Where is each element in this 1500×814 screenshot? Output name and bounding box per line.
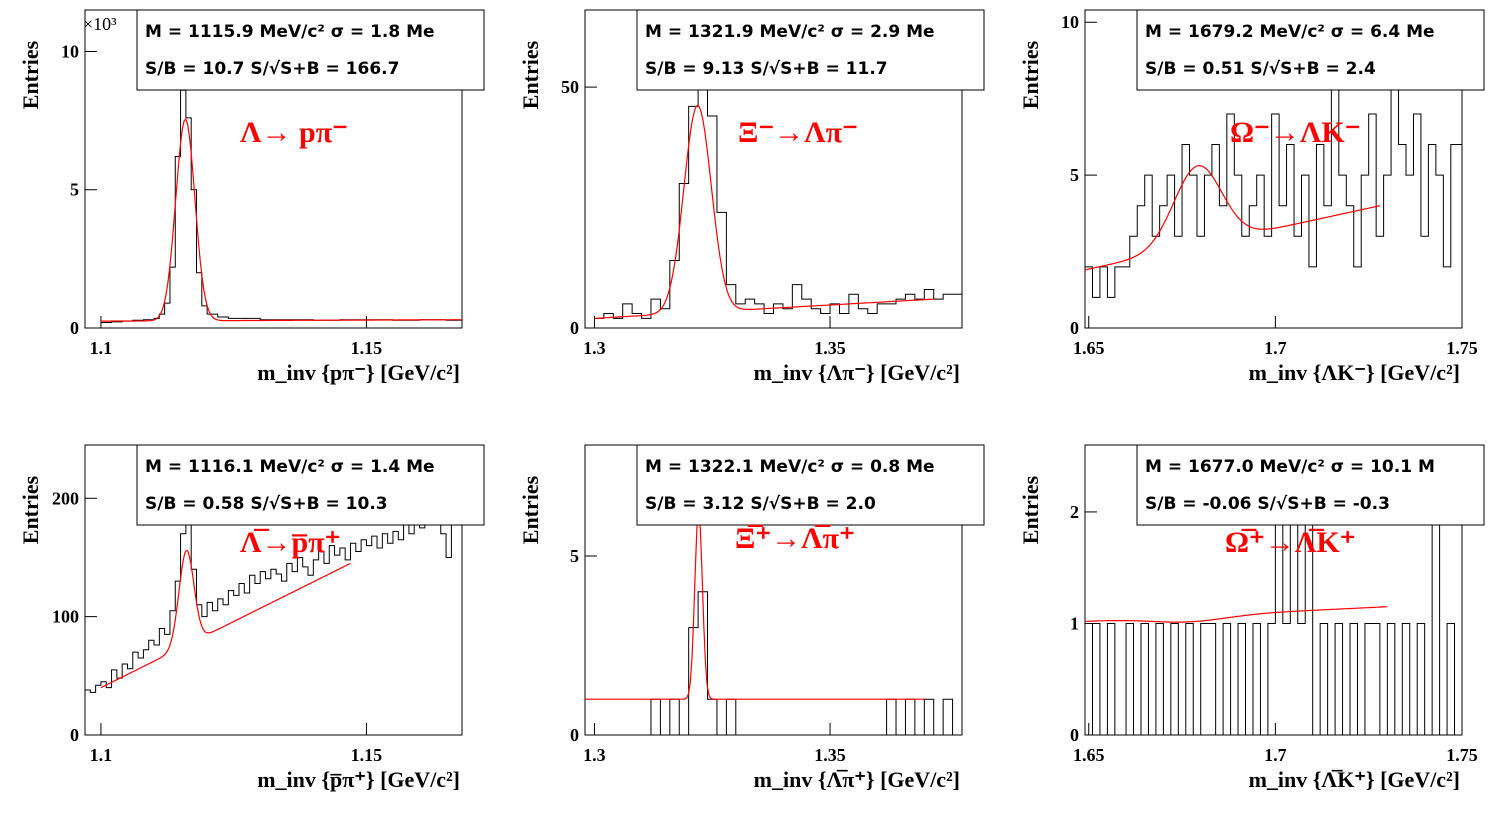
fit-curve [594, 104, 934, 319]
y-tick-label: 5 [70, 180, 79, 200]
panel-4: 0 100 200 1.1 1.15 Entries m_inv {p̅π⁺} [GeV/c… [18, 444, 485, 792]
stats-box [1136, 444, 1485, 526]
decay-process-label: Λ→ pπ⁻ [240, 116, 348, 149]
x-tick-label: 1.7 [1264, 338, 1287, 358]
fit-curve [100, 117, 462, 322]
y-tick-label: 5 [570, 546, 579, 566]
x-tick-label: 1.3 [583, 338, 606, 358]
y-axis-label: Entries [18, 40, 43, 109]
y-axis-label: Entries [1018, 475, 1043, 544]
stats-line-2: S/B = -0.06 S/√S+B = -0.3 [1145, 494, 1390, 514]
stats-line-1: M = 1679.2 MeV/c² σ = 6.4 Me [1145, 22, 1435, 42]
stats-line-2: S/B = 10.7 S/√S+B = 166.7 [145, 59, 399, 79]
histogram-series [1085, 511, 1462, 736]
stats-box [1136, 9, 1485, 91]
decay-process-label: Ω⁻→ΛK⁻ [1230, 116, 1361, 149]
x-tick-label: 1.35 [814, 745, 846, 765]
fit-curve [1084, 606, 1388, 623]
x-tick-label: 1.15 [351, 745, 383, 765]
stats-line-2: S/B = 0.51 S/√S+B = 2.4 [1145, 59, 1376, 79]
y-tick-label: 10 [61, 41, 79, 61]
decay-process-label: Ξ̅⁺→Λ̅π⁺ [735, 522, 855, 555]
fit-curve [585, 509, 925, 700]
y-axis-label: Entries [18, 475, 43, 544]
panel-6: 0 1 2 1.65 1.7 1.75 Entries m_inv {Λ̅K⁺} [GeV/c… [1018, 444, 1485, 792]
fit-curve [100, 549, 351, 689]
panel-3: 0 5 10 1.65 1.7 1.75 Entries m_inv {ΛK⁻} [GeV/c… [1018, 9, 1485, 385]
stats-line-2: S/B = 3.12 S/√S+B = 2.0 [645, 494, 876, 514]
y-tick-label: 0 [70, 725, 79, 745]
x-tick-label: 1.1 [90, 338, 113, 358]
stats-line-1: M = 1115.9 MeV/c² σ = 1.8 Me [145, 22, 435, 42]
decay-process-label: Ξ⁻→Λπ⁻ [738, 116, 858, 149]
y-tick-label: 0 [570, 725, 579, 745]
y-tick-label: 100 [52, 607, 79, 627]
stats-line-1: M = 1321.9 MeV/c² σ = 2.9 Me [645, 22, 935, 42]
stats-box [136, 444, 485, 526]
x-axis-label: m_inv {Λ̅K⁺} [GeV/c²] [1249, 767, 1460, 792]
y-tick-label: 0 [1070, 318, 1079, 338]
y-tick-label: 0 [570, 318, 579, 338]
y-axis-label: Entries [518, 40, 543, 109]
x-tick-label: 1.7 [1264, 745, 1287, 765]
y-tick-label: 200 [52, 488, 79, 508]
y-axis-label: Entries [518, 475, 543, 544]
histogram-series [585, 591, 962, 736]
stats-line-1: M = 1322.1 MeV/c² σ = 0.8 Me [645, 457, 935, 477]
y-tick-label: 50 [561, 77, 579, 97]
x-tick-label: 1.65 [1073, 338, 1105, 358]
x-tick-label: 1.35 [814, 338, 846, 358]
y-axis-label: Entries [1018, 40, 1043, 109]
stats-box [136, 9, 485, 91]
panel-1: 0 5 10 1.1 1.15 Entries m_inv {pπ⁻} [GeV/c²] ×1… [18, 9, 485, 385]
y-tick-label: 10 [1061, 12, 1079, 32]
x-axis-label: m_inv {p̅π⁺} [GeV/c²] [257, 767, 460, 792]
x-tick-label: 1.15 [351, 338, 383, 358]
x-tick-label: 1.75 [1446, 338, 1478, 358]
stats-box [636, 444, 985, 526]
x-tick-label: 1.75 [1446, 745, 1478, 765]
y-tick-label: 5 [1070, 165, 1079, 185]
stats-line-1: M = 1116.1 MeV/c² σ = 1.4 Me [145, 457, 435, 477]
y-tick-label: 2 [1070, 502, 1079, 522]
panel-2: 0 50 1.3 1.35 Entries m_inv {Λπ⁻} [GeV/c²] M =… [518, 9, 985, 385]
y-tick-label: 1 [1070, 613, 1079, 633]
panel-5: 0 5 1.3 1.35 Entries m_inv {Λ̅π⁺} [GeV/c²] M =… [518, 444, 985, 792]
decay-process-label: Ω̅⁺→Λ̅K⁺ [1225, 526, 1356, 559]
y-multiplier: ×10³ [83, 14, 117, 34]
y-tick-label: 0 [70, 318, 79, 338]
x-axis-label: m_inv {ΛK⁻} [GeV/c²] [1249, 360, 1460, 385]
stats-box [636, 9, 985, 91]
x-tick-label: 1.1 [90, 745, 113, 765]
x-tick-label: 1.3 [583, 745, 606, 765]
stats-line-2: S/B = 9.13 S/√S+B = 11.7 [645, 59, 888, 79]
x-axis-label: m_inv {pπ⁻} [GeV/c²] [257, 360, 460, 385]
decay-process-label: Λ̅→p̅π⁺ [240, 526, 340, 559]
x-tick-label: 1.65 [1073, 745, 1105, 765]
x-axis-label: m_inv {Λπ⁻} [GeV/c²] [754, 360, 960, 385]
histogram-series [85, 511, 462, 693]
stats-line-2: S/B = 0.58 S/√S+B = 10.3 [145, 494, 388, 514]
fit-curve [1084, 165, 1381, 271]
x-axis-label: m_inv {Λ̅π⁺} [GeV/c²] [754, 767, 960, 792]
stats-line-1: M = 1677.0 MeV/c² σ = 10.1 M [1145, 457, 1435, 477]
y-tick-label: 0 [1070, 725, 1079, 745]
